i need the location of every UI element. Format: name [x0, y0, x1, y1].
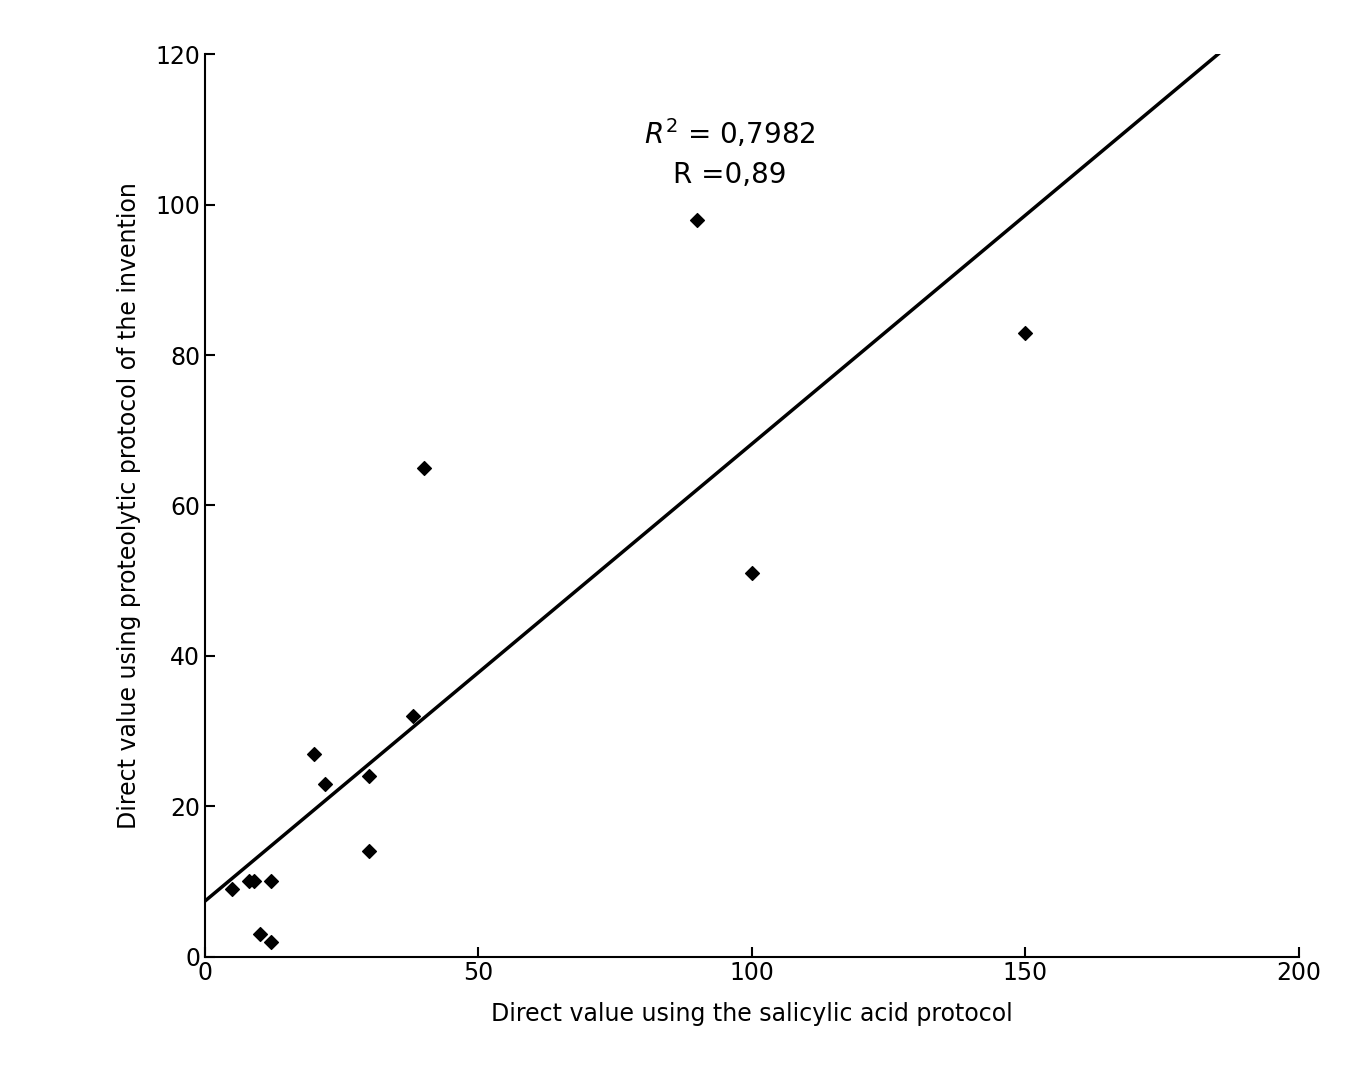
Point [243, 873, 265, 890]
Point [741, 564, 763, 582]
Point [221, 880, 243, 898]
Point [358, 842, 380, 860]
Point [358, 767, 380, 785]
Point [402, 708, 424, 725]
Y-axis label: Direct value using proteolytic protocol of the invention: Direct value using proteolytic protocol … [118, 182, 141, 829]
Point [238, 873, 260, 890]
Text: $R^2$ = 0,7982
R =0,89: $R^2$ = 0,7982 R =0,89 [644, 117, 816, 189]
Point [1014, 324, 1036, 341]
Point [260, 933, 282, 950]
Point [686, 211, 708, 228]
Point [249, 925, 271, 942]
X-axis label: Direct value using the salicylic acid protocol: Direct value using the salicylic acid pr… [491, 1002, 1013, 1026]
Point [303, 745, 325, 762]
Point [413, 459, 435, 476]
Point [260, 873, 282, 890]
Point [314, 775, 336, 792]
